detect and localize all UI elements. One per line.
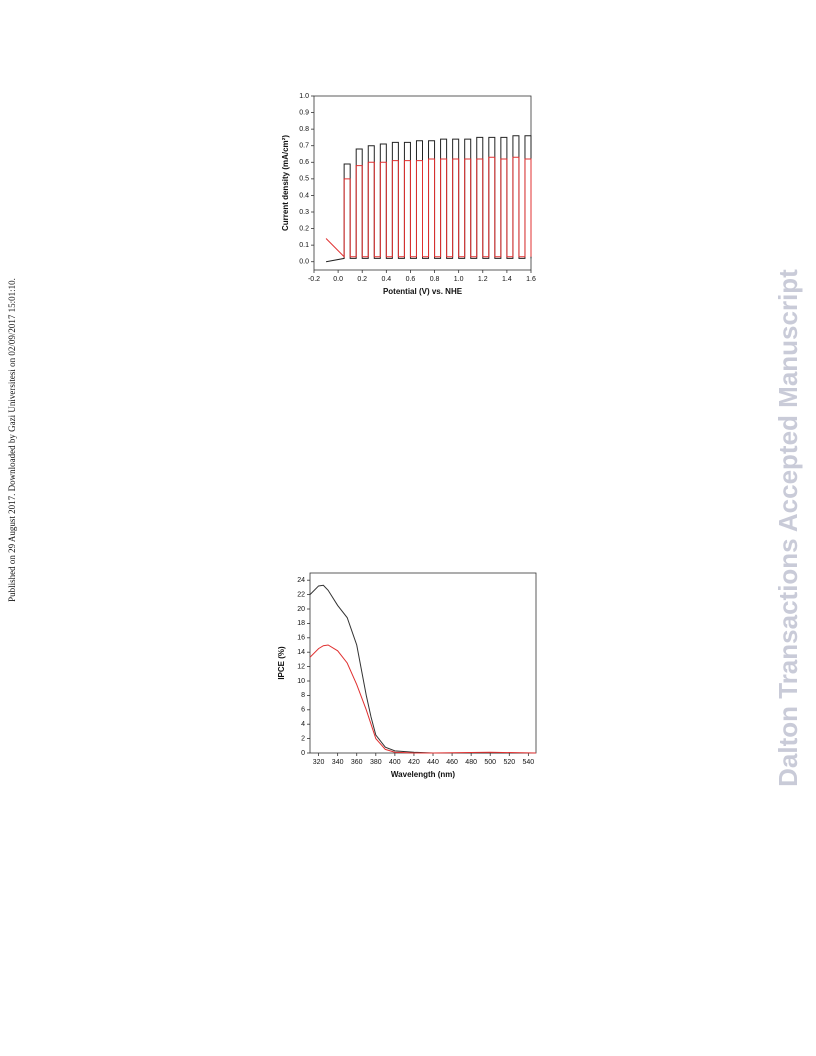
x-tick-label: 520 xyxy=(503,759,515,766)
x-tick-label: 320 xyxy=(313,759,325,766)
x-tick-label: 360 xyxy=(351,759,363,766)
y-tick-label: 20 xyxy=(297,606,305,613)
x-axis-label: Potential (V) vs. NHE xyxy=(383,287,463,296)
x-tick-label: 460 xyxy=(446,759,458,766)
y-tick-label: 0.8 xyxy=(299,126,309,133)
y-tick-label: 0.1 xyxy=(299,242,309,249)
side-note: Published on 29 August 2017. Downloaded … xyxy=(7,278,17,602)
x-tick-label: 1.4 xyxy=(502,276,512,283)
y-tick-label: 4 xyxy=(301,721,305,728)
y-tick-label: 24 xyxy=(297,577,305,584)
x-tick-label: 540 xyxy=(523,759,535,766)
x-tick-label: 420 xyxy=(408,759,420,766)
x-tick-label: 440 xyxy=(427,759,439,766)
y-tick-label: 14 xyxy=(297,649,305,656)
y-tick-label: 16 xyxy=(297,635,305,642)
y-tick-label: 8 xyxy=(301,692,305,699)
y-tick-label: 0.0 xyxy=(299,259,309,266)
data-line xyxy=(309,644,537,754)
y-tick-label: 18 xyxy=(297,620,305,627)
y-tick-label: 12 xyxy=(297,663,305,670)
y-tick-label: 0.2 xyxy=(299,225,309,232)
x-tick-label: 480 xyxy=(465,759,477,766)
x-tick-label: 0.2 xyxy=(357,276,367,283)
x-tick-label: -0.2 xyxy=(308,276,320,283)
x-tick-label: 1.6 xyxy=(526,276,536,283)
data-line xyxy=(309,584,536,754)
x-tick-label: 500 xyxy=(484,759,496,766)
y-axis-label: IPCE (%) xyxy=(277,646,286,680)
x-tick-label: 1.0 xyxy=(454,276,464,283)
x-tick-label: 0.4 xyxy=(381,276,391,283)
x-tick-label: 340 xyxy=(332,759,344,766)
x-tick-label: 0.6 xyxy=(406,276,416,283)
x-tick-label: 0.0 xyxy=(333,276,343,283)
y-tick-label: 10 xyxy=(297,678,305,685)
x-tick-label: 1.2 xyxy=(478,276,488,283)
y-tick-label: 0.7 xyxy=(299,143,309,150)
y-tick-label: 0 xyxy=(301,750,305,757)
x-tick-label: 0.8 xyxy=(430,276,440,283)
y-tick-label: 0.9 xyxy=(299,109,309,116)
watermark: Dalton Transactions Accepted Manuscript xyxy=(773,269,803,787)
y-tick-label: 6 xyxy=(301,707,305,714)
y-tick-label: 0.5 xyxy=(299,176,309,183)
y-axis-label: Current density (mA/cm²) xyxy=(281,135,290,231)
y-tick-label: 0.3 xyxy=(299,209,309,216)
x-axis-label: Wavelength (nm) xyxy=(391,770,455,779)
y-tick-label: 22 xyxy=(297,591,305,598)
y-tick-label: 2 xyxy=(301,735,305,742)
x-tick-label: 400 xyxy=(389,759,401,766)
plot-frame xyxy=(309,572,537,754)
y-tick-label: 0.4 xyxy=(299,192,309,199)
y-tick-label: 1.0 xyxy=(299,93,309,100)
data-line xyxy=(325,156,532,258)
x-tick-label: 380 xyxy=(370,759,382,766)
y-tick-label: 0.6 xyxy=(299,159,309,166)
